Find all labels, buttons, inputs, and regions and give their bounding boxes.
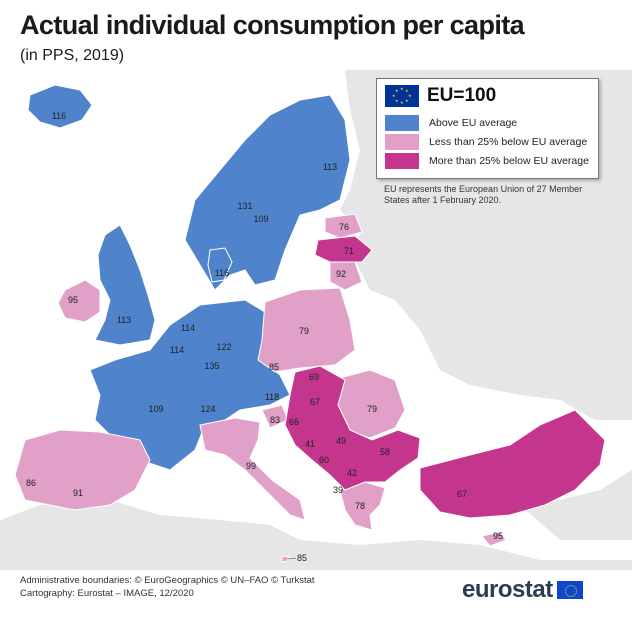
legend-item-more25: More than 25% below EU average [385,153,590,169]
region-latvia [314,235,373,263]
region-iberia [14,429,151,511]
eu-flag-icon: ★ ★ ★ ★ ★ ★ ★ ★ [385,85,419,107]
value-latvia: 71 [344,246,354,256]
value-poland: 79 [299,326,309,336]
value-sweden: 109 [253,214,268,224]
value-netherlands: 114 [181,323,195,333]
value-lithuania: 92 [336,269,346,279]
value-bosnia: 41 [305,439,315,449]
region-cyprus [481,531,507,547]
legend-swatch-more25 [385,153,419,169]
region-denmark [207,247,233,283]
value-croatia: 66 [289,417,299,427]
value-malta: 85 [297,553,307,563]
legend-label-above: Above EU average [429,117,518,129]
region-malta [281,555,289,563]
value-turkey: 67 [457,489,467,499]
map-subtitle: (in PPS, 2019) [20,47,125,64]
value-united-kingdom: 113 [117,315,131,325]
value-luxembourg: 135 [204,361,219,371]
region-estonia [324,213,363,239]
value-slovakia: 69 [309,372,319,382]
value-north-macedonia: 42 [347,468,357,478]
value-norway: 131 [237,201,252,211]
eurostat-flag-icon [556,581,583,599]
value-denmark: 116 [215,268,229,278]
region-iceland [27,84,93,129]
value-portugal: 86 [26,478,36,488]
footer-cartography: Cartography: Eurostat – IMAGE, 12/2020 [20,588,194,599]
region-scandinavia [184,94,351,291]
region-italy [199,417,306,521]
legend-item-above: Above EU average [385,115,590,131]
legend-swatch-less25 [385,134,419,150]
legend-label-less25: Less than 25% below EU average [429,136,588,148]
value-bulgaria: 58 [380,447,390,457]
eurostat-wordmark: eurostat [462,576,553,603]
value-slovenia: 83 [270,415,280,425]
value-czechia: 85 [269,362,279,372]
value-romania: 79 [367,404,377,414]
region-central-balkans [284,365,421,491]
legend-item-less25: Less than 25% below EU average [385,134,590,150]
map-title: Actual individual consumption per capita [20,10,525,40]
value-spain: 91 [73,488,83,498]
value-germany: 122 [216,342,231,352]
value-switzerland: 124 [200,404,215,414]
malta-leader-line [287,557,297,560]
value-finland: 113 [323,162,337,172]
land-middle-east [520,470,632,540]
value-iceland: 116 [52,111,66,121]
region-ireland [57,279,101,323]
value-estonia: 76 [339,222,349,232]
value-albania: 39 [333,485,343,495]
legend-label-more25: More than 25% below EU average [429,155,589,167]
value-greece: 78 [355,501,365,511]
region-greece [339,481,386,531]
land-africa [0,500,632,570]
value-hungary: 67 [310,397,320,407]
legend-title: EU=100 [427,85,497,106]
value-austria: 118 [265,392,279,402]
legend-swatch-above [385,115,419,131]
value-italy: 99 [246,461,256,471]
value-serbia: 49 [336,436,346,446]
legend-note: EU represents the European Union of 27 M… [384,184,583,205]
map-legend: ★ ★ ★ ★ ★ ★ ★ ★ EU=100 Above EU average Less… [376,78,599,179]
value-montenegro: 60 [319,455,329,465]
value-cyprus: 95 [493,531,503,541]
region-united-kingdom [94,224,156,346]
value-belgium: 114 [170,345,184,355]
footer-boundaries: Administrative boundaries: © EuroGeograp… [20,575,315,586]
eurostat-logo: eurostat [462,576,583,604]
region-turkey [419,409,606,519]
region-poland-czechia [257,287,356,373]
value-ireland: 95 [68,295,78,305]
value-france: 109 [148,404,163,414]
